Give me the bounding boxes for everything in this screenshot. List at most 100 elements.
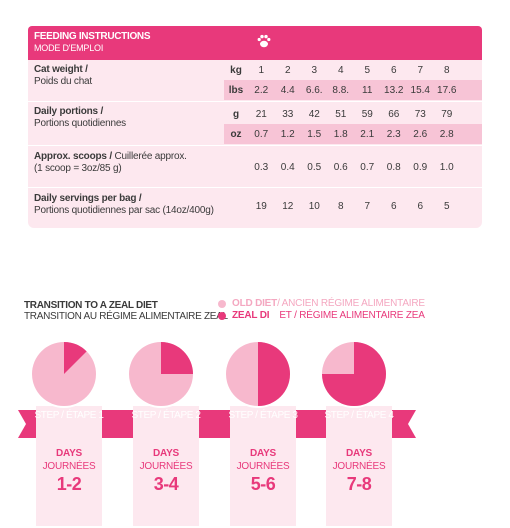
table-cell: 42	[308, 108, 320, 120]
table-cell: 8	[337, 200, 344, 212]
label-rest: (1 scoop = 3oz/85 g)	[34, 163, 122, 174]
journees-label: JOURNÉES	[332, 461, 386, 472]
feeding-title: FEEDING INSTRUCTIONS	[34, 31, 151, 42]
table-cell: 3	[311, 64, 318, 76]
paw-icon	[257, 34, 271, 48]
table-cell: 2.1	[360, 128, 375, 140]
step-card	[36, 406, 102, 526]
feeding-header: FEEDING INSTRUCTIONS MODE D'EMPLOI	[28, 26, 482, 60]
table-cell: 7	[417, 64, 424, 76]
transition-title: TRANSITION TO A ZEAL DIET TRANSITION AU …	[24, 300, 228, 322]
group-scoops: Approx. scoops / Cuillerée approx. (1 sc…	[28, 146, 482, 188]
step-label: STEP / ÉTAPE 4	[324, 410, 394, 421]
transition-subheading: TRANSITION AU RÉGIME ALIMENTAIRE ZEAL	[24, 311, 228, 322]
table-cell: 73	[414, 108, 426, 120]
table-cell: 0.3	[254, 161, 269, 173]
table-cell: 0.6	[333, 161, 348, 173]
step-card	[326, 406, 392, 526]
label-rest: Poids du chat	[34, 76, 92, 87]
table-cell: 13.2	[384, 84, 404, 96]
label-bold: Cat weight /	[34, 64, 88, 75]
step-label: STEP / ÉTAPE 2	[131, 410, 201, 421]
legend-old-bold: OLD DIET	[232, 298, 278, 309]
table-cell: 2	[284, 64, 291, 76]
legend-zeal-rest: ET / RÉGIME ALIMENTAIRE ZEA	[279, 310, 425, 321]
zeal-diet-dot	[218, 312, 226, 320]
days-range: 1-2	[56, 474, 82, 494]
table-cell: 33	[282, 108, 294, 120]
row-oz: oz 0.7 1.2 1.5 1.8 2.1 2.3 2.6 2.8	[224, 124, 482, 144]
step-label: STEP / ÉTAPE 1	[34, 410, 104, 421]
days-label: DAYS	[345, 448, 373, 459]
table-cell: 0.7	[254, 128, 269, 140]
table-cell: 51	[335, 108, 347, 120]
unit-label: lbs	[228, 84, 244, 96]
band-notch-left	[18, 410, 26, 438]
label-bold: Daily portions /	[34, 106, 104, 117]
pie-chart	[224, 340, 292, 408]
row-lbs: lbs 2.2 4.4 6.6. 8.8. 11 13.2 15.4 17.6	[224, 80, 482, 100]
table-cell: 4	[337, 64, 344, 76]
table-cell: 4.4	[280, 84, 295, 96]
label-inline: Cuillerée approx.	[111, 151, 187, 162]
table-cell: 79	[441, 108, 453, 120]
table-cell: 8	[443, 64, 450, 76]
feeding-table: FEEDING INSTRUCTIONS MODE D'EMPLOI Cat w…	[28, 26, 482, 228]
pie-chart	[320, 340, 388, 408]
step-card	[133, 406, 199, 526]
table-cell: 6.6.	[305, 84, 323, 96]
days-range: 7-8	[346, 474, 372, 494]
group-daily-portions: Daily portions / Portions quotidiennes g…	[28, 102, 482, 146]
table-cell: 2.8	[439, 128, 454, 140]
table-cell: 0.7	[360, 161, 375, 173]
table-cell: 0.9	[413, 161, 428, 173]
label-servings: Daily servings per bag / Portions quotid…	[34, 193, 214, 217]
row-servings: 19 12 10 8 7 6 6 5	[224, 196, 482, 216]
table-cell: 2.2	[254, 84, 269, 96]
table-cell: 2.3	[386, 128, 401, 140]
table-cell: 1.8	[333, 128, 348, 140]
step-label: STEP / ÉTAPE 3	[228, 410, 298, 421]
label-scoops: Approx. scoops / Cuillerée approx. (1 sc…	[34, 151, 187, 175]
legend-zeal-bold: ZEAL DI	[232, 310, 270, 321]
days-range: 3-4	[153, 474, 179, 494]
days-label: DAYS	[55, 448, 83, 459]
table-cell: 59	[361, 108, 373, 120]
label-rest: Portions quotidiennes	[34, 118, 126, 129]
table-cell: 15.4	[410, 84, 430, 96]
table-cell: 6	[417, 200, 424, 212]
feeding-body: Cat weight / Poids du chat kg 1 2 3 4 5 6 7 8 lb…	[28, 60, 482, 228]
legend-zeal: ZEAL DI ET / RÉGIME ALIMENTAIRE ZEA	[218, 310, 425, 322]
label-daily-portions: Daily portions / Portions quotidiennes	[34, 106, 126, 130]
row-kg: kg 1 2 3 4 5 6 7 8	[224, 60, 482, 80]
table-cell: 8.8.	[332, 84, 350, 96]
legend: OLD DIET / ANCIEN RÉGIME ALIMENTAIRE ZEA…	[218, 298, 425, 322]
transition-heading: TRANSITION TO A ZEAL DIET	[24, 300, 158, 311]
table-cell: 5	[364, 64, 371, 76]
feeding-subtitle: MODE D'EMPLOI	[34, 43, 104, 53]
table-cell: 7	[364, 200, 371, 212]
label-bold: Daily servings per bag /	[34, 193, 142, 204]
table-cell: 1.2	[280, 128, 295, 140]
label-rest: Portions quotidiennes par sac (14oz/400g…	[34, 205, 214, 216]
table-cell: 11	[362, 84, 373, 96]
label-bold: Approx. scoops /	[34, 151, 112, 162]
journees-label: JOURNÉES	[139, 461, 193, 472]
table-cell: 1.5	[307, 128, 322, 140]
unit-label: oz	[230, 128, 242, 140]
days-range: 5-6	[250, 474, 276, 494]
table-cell: 0.8	[386, 161, 401, 173]
unit-label: kg	[230, 64, 242, 76]
journees-label: JOURNÉES	[236, 461, 290, 472]
row-g: g 21 33 42 51 59 66 73 79	[224, 104, 482, 124]
table-cell: 2.6	[413, 128, 428, 140]
old-diet-dot	[218, 300, 226, 308]
group-cat-weight: Cat weight / Poids du chat kg 1 2 3 4 5 6 7 8 lb…	[28, 60, 482, 102]
table-cell: 12	[282, 200, 294, 212]
band-notch-right	[408, 410, 416, 438]
row-scoops: 0.3 0.4 0.5 0.6 0.7 0.8 0.9 1.0	[224, 157, 482, 177]
group-servings: Daily servings per bag / Portions quotid…	[28, 188, 482, 224]
table-cell: 0.5	[307, 161, 322, 173]
table-cell: 0.4	[280, 161, 295, 173]
